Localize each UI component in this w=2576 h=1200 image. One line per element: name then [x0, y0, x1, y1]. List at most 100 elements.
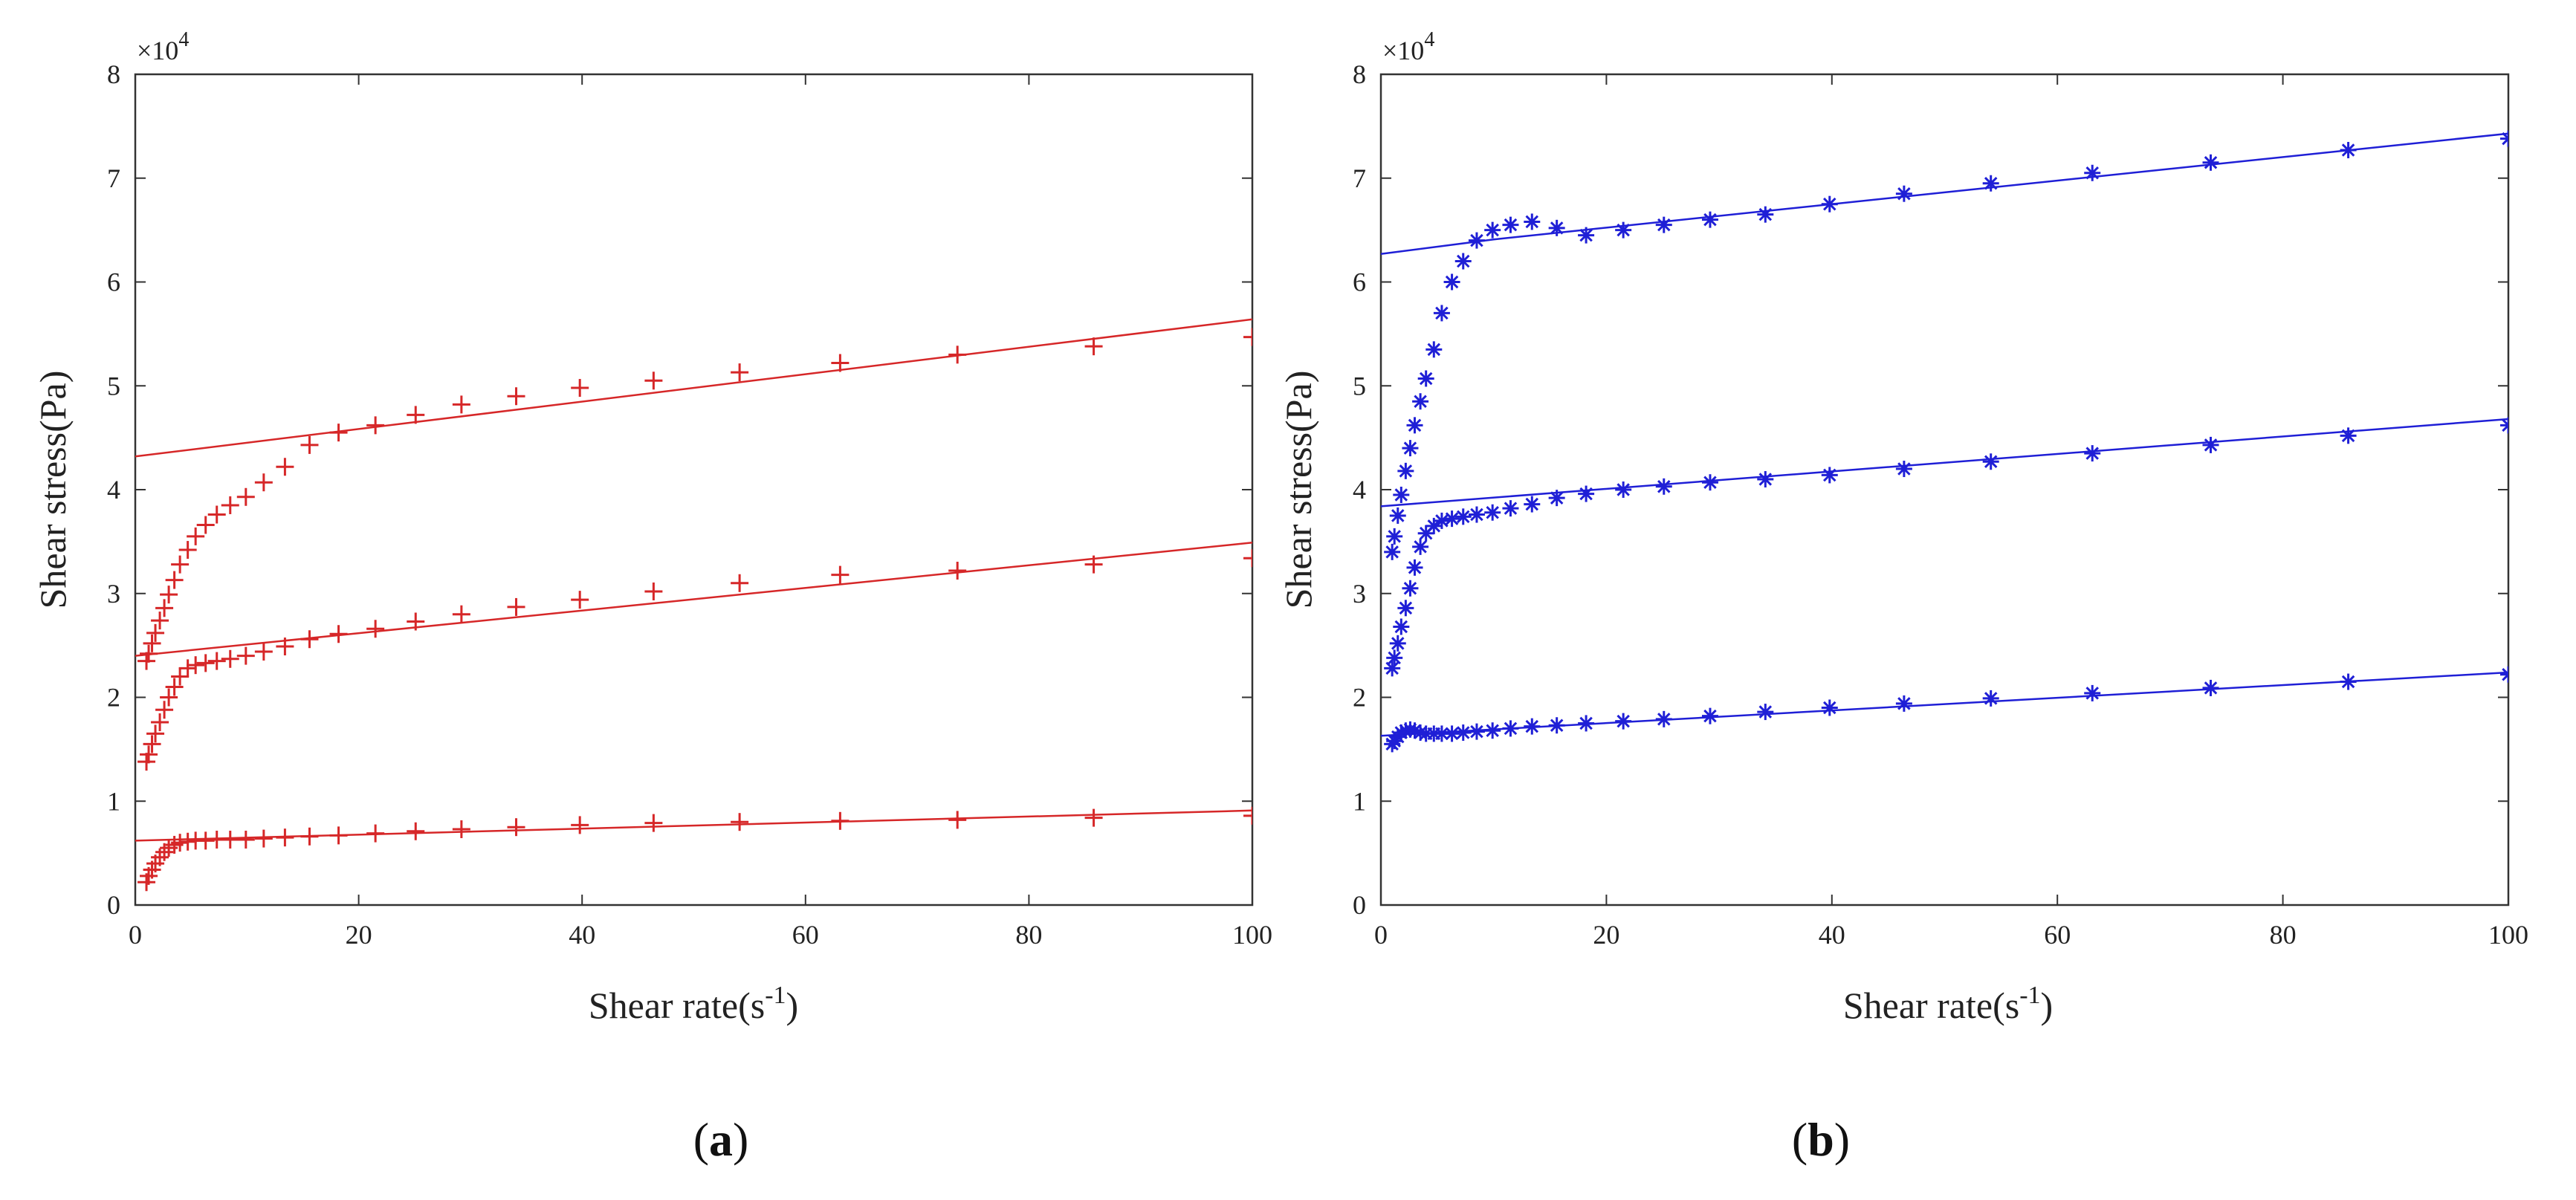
data-point-middle [731, 574, 749, 592]
data-point-middle [254, 643, 273, 661]
panel-label: (b) [1792, 1113, 1850, 1166]
data-point-middle [178, 659, 197, 678]
data-point-middle [644, 582, 663, 600]
data-point-middle [1454, 508, 1472, 525]
x-tick-label: 100 [1232, 920, 1272, 950]
data-point-upper [1524, 213, 1541, 230]
data-point-middle [1433, 512, 1450, 529]
data-point-middle [1468, 506, 1485, 523]
y-tick-label: 7 [1353, 163, 1366, 193]
data-point-upper [1397, 462, 1414, 479]
data-point-middle [831, 565, 850, 584]
data-point-upper [1406, 417, 1423, 434]
data-point-lower [1821, 699, 1838, 716]
data-point-middle [236, 646, 255, 665]
data-point-upper [1484, 221, 1501, 239]
data-point-upper [146, 623, 165, 642]
x-axis-label: Shear rate(s-1) [589, 982, 798, 1026]
data-point-middle [1655, 478, 1672, 495]
data-point-middle [1389, 635, 1406, 652]
data-point-middle [1443, 510, 1460, 528]
data-point-middle [300, 630, 319, 649]
data-point-upper [452, 395, 470, 414]
data-point-middle [2340, 427, 2357, 444]
plot-area [1381, 130, 2508, 753]
data-point-upper [143, 634, 161, 652]
data-point-middle [221, 649, 239, 668]
data-point-upper [2084, 164, 2101, 181]
y-multiplier-exp: 4 [1424, 28, 1434, 51]
data-point-upper [2202, 154, 2219, 171]
data-point-middle [1524, 496, 1541, 513]
fit-line-upper [135, 318, 1252, 458]
x-tick-label: 0 [129, 920, 142, 950]
data-point-upper [1502, 216, 1519, 233]
data-point-upper [187, 527, 205, 545]
data-point-lower [155, 843, 174, 861]
data-point-middle [1397, 600, 1414, 617]
data-point-middle [2084, 445, 2101, 462]
fit-line-lower [1381, 671, 2508, 737]
data-point-lower [1757, 704, 1774, 721]
data-point-upper [1578, 227, 1595, 244]
x-tick-label: 20 [1593, 920, 1619, 950]
data-point-lower [276, 828, 294, 847]
y-tick-label: 0 [1353, 890, 1366, 920]
data-point-lower [948, 811, 967, 829]
data-point-lower [1502, 720, 1519, 737]
data-point-upper [366, 416, 385, 435]
data-point-middle [1548, 490, 1565, 507]
data-point-upper [1386, 528, 1403, 545]
data-point-upper [165, 571, 184, 589]
data-point-lower [731, 813, 749, 831]
y-multiplier-base: ×10 [137, 36, 178, 65]
data-point-middle [151, 713, 169, 732]
data-point-middle [143, 735, 161, 753]
data-point-upper [1393, 486, 1410, 503]
data-point-upper [1402, 440, 1419, 457]
data-point-upper [1895, 185, 1912, 202]
data-point-lower [1701, 707, 1718, 724]
data-point-lower [221, 830, 239, 849]
data-point-lower [236, 830, 255, 849]
x-axis-label-main: Shear rate(s [1843, 985, 2019, 1026]
x-axis-label: Shear rate(s-1) [1843, 982, 2053, 1026]
data-point-middle [1393, 618, 1410, 635]
y-multiplier: ×104 [1382, 28, 1434, 65]
data-point-lower [1615, 713, 1632, 730]
data-point-upper [151, 612, 169, 630]
data-point-upper [1443, 273, 1460, 291]
data-point-lower [2202, 679, 2219, 696]
y-tick-label: 0 [107, 890, 120, 920]
data-point-lower [507, 818, 525, 837]
data-point-upper [644, 372, 663, 390]
data-point-lower [407, 822, 425, 840]
data-point-upper [1468, 232, 1485, 249]
data-point-upper [1389, 507, 1406, 524]
data-point-middle [146, 724, 165, 743]
data-point-upper [1982, 175, 1999, 192]
data-point-lower [1895, 695, 1912, 712]
data-point-lower [1084, 808, 1103, 827]
panel-label: (a) [693, 1113, 749, 1166]
data-point-middle [187, 656, 205, 675]
y-tick-label: 2 [107, 683, 120, 713]
fit-line-middle [135, 542, 1252, 657]
data-point-upper [1701, 211, 1718, 228]
data-point-lower [300, 827, 319, 846]
data-point-upper [155, 599, 174, 617]
data-point-middle [1982, 453, 1999, 470]
x-axis-label-tail: ) [786, 985, 799, 1026]
data-point-upper [221, 496, 239, 514]
data-point-middle [1701, 474, 1718, 491]
data-point-lower [1243, 806, 1252, 825]
data-point-middle [137, 753, 156, 771]
y-axis-label: Shear stress(Pa) [1278, 371, 1319, 609]
data-point-lower [1655, 710, 1672, 727]
y-tick-label: 6 [107, 267, 120, 297]
data-point-middle [2500, 417, 2508, 434]
x-tick-label: 20 [346, 920, 372, 950]
data-point-lower [571, 816, 589, 834]
